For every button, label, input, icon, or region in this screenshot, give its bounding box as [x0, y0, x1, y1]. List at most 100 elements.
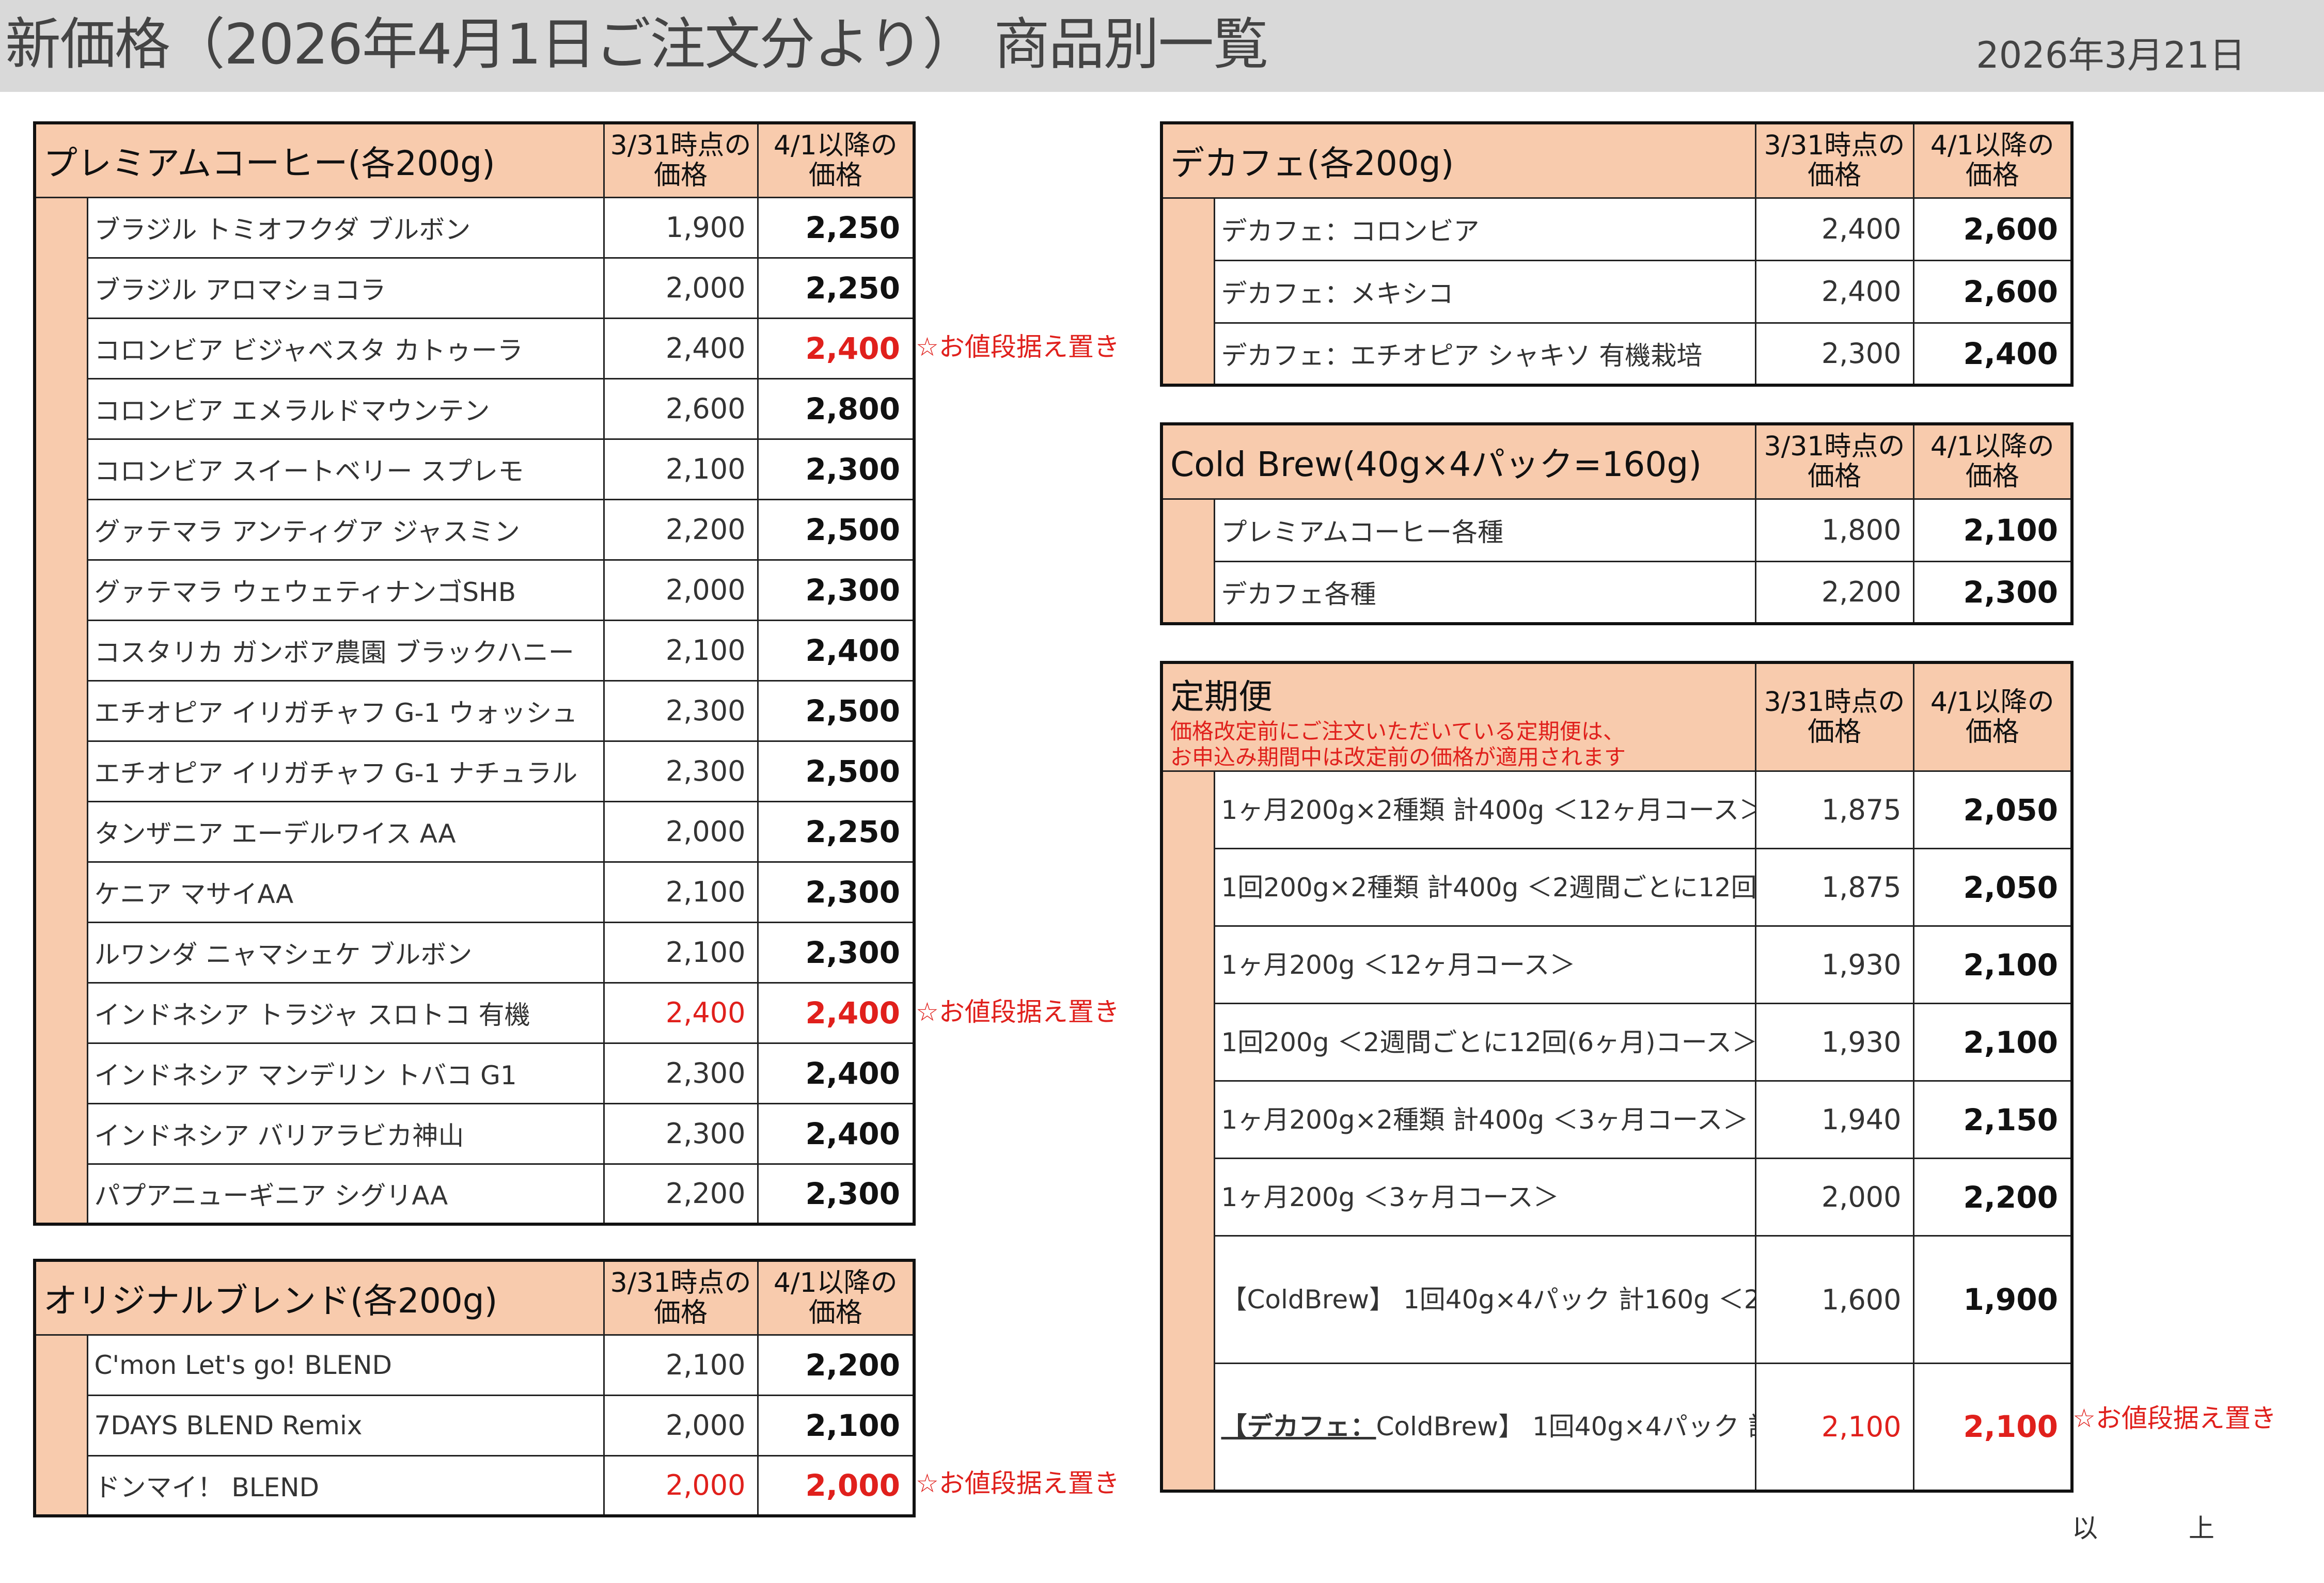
- new-price: 2,600: [1912, 197, 2073, 261]
- plan-name: 1回200g×2種類 計400g ＜2週間ごとに12回(6ヶ月)コース＞: [1213, 848, 1756, 927]
- premium-coffee-table: プレミアムコーヒー(各200g) 3/31時点の 価格 4/1以降の 価格 ブラ…: [33, 121, 916, 1226]
- old-price: 2,000: [603, 1454, 759, 1517]
- plan-name: 1ヶ月200g ＜3ヶ月コース＞: [1213, 1158, 1756, 1237]
- product-name: デカフェ：エチオピア シャキソ 有機栽培: [1213, 322, 1756, 386]
- new-price: 2,200: [757, 1334, 915, 1396]
- column-header-old-price: 3/31時点の 価格: [1754, 661, 1914, 772]
- price-hold-note: ☆お値段据え置き: [916, 332, 1120, 362]
- new-price: 2,400: [757, 317, 915, 379]
- new-price: 2,600: [1912, 259, 2073, 324]
- section-title: デカフェ(各200g): [1160, 122, 1756, 199]
- price-hold-note: ☆お値段据え置き: [916, 997, 1120, 1027]
- original-blend-table: オリジナルブレンド(各200g) 3/31時点の 価格 4/1以降の 価格 C'…: [33, 1259, 916, 1517]
- new-price: 2,500: [757, 740, 915, 802]
- new-price: 2,300: [757, 559, 915, 621]
- subscription-note: 価格改定前にご注文いただいている定期便は、 お申込み期間中は改定前の価格が適用さ…: [1170, 719, 1626, 770]
- product-name: デカフェ各種: [1213, 560, 1756, 625]
- new-price: 2,050: [1912, 770, 2073, 849]
- new-price: 2,400: [757, 1102, 915, 1165]
- product-name: コスタリカ ガンボア農園 ブラックハニー: [86, 619, 605, 682]
- product-name: グァテマラ アンティグア ジャスミン: [86, 498, 605, 561]
- old-price: 2,300: [603, 679, 759, 742]
- new-price: 2,250: [757, 800, 915, 863]
- section-strip: [1160, 198, 1215, 385]
- new-price: 2,100: [1912, 498, 2073, 562]
- old-price: 2,400: [603, 317, 759, 379]
- new-price: 2,300: [757, 861, 915, 923]
- new-price: 2,250: [757, 196, 915, 259]
- subscription-table: 定期便 価格改定前にご注文いただいている定期便は、 お申込み期間中は改定前の価格…: [1160, 661, 2074, 1493]
- product-name: ブラジル トミオフクダ ブルボン: [86, 196, 605, 259]
- column-header-old-price: 3/31時点の 価格: [603, 1259, 759, 1336]
- cold-brew-table: Cold Brew(40g×4パック=160g) 3/31時点の 価格 4/1以…: [1160, 422, 2074, 625]
- column-header-old-price: 3/31時点の 価格: [1754, 122, 1914, 199]
- price-hold-note: ☆お値段据え置き: [2072, 1403, 2276, 1433]
- product-name: ブラジル アロマショコラ: [86, 257, 605, 319]
- product-name: インドネシア マンデリン トバコ G1: [86, 1042, 605, 1104]
- product-name: コロンビア スイートベリー スプレモ: [86, 438, 605, 500]
- section-strip: [34, 1335, 88, 1516]
- new-price: 2,300: [1912, 560, 2073, 625]
- price-hold-note: ☆お値段据え置き: [916, 1468, 1120, 1498]
- plan-name-rest: ColdBrew】 1回40g×4パック 計160g ＜2週間ごとに6回(3ヶ月…: [1376, 1412, 1754, 1442]
- new-price: 2,800: [757, 377, 915, 440]
- section-strip: [1160, 499, 1215, 624]
- section-strip: [34, 197, 88, 1224]
- plan-name-cell: 【デカフェ：ColdBrew】 1回40g×4パック 計160g ＜2週間ごとに…: [1213, 1363, 1756, 1492]
- product-name: パプアニューギニア シグリAA: [86, 1163, 605, 1225]
- old-price: 2,000: [1754, 1158, 1914, 1237]
- old-price: 1,875: [1754, 848, 1914, 927]
- closing-mark: 以 上: [2072, 1513, 2215, 1544]
- old-price: 1,930: [1754, 925, 1914, 1004]
- new-price: 2,400: [757, 982, 915, 1044]
- document-date: 2026年3月21日: [1976, 34, 2246, 76]
- new-price: 2,100: [757, 1394, 915, 1457]
- old-price: 1,930: [1754, 1003, 1914, 1082]
- old-price: 2,200: [603, 1163, 759, 1225]
- product-name: ケニア マサイAA: [86, 861, 605, 923]
- section-title: プレミアムコーヒー(各200g): [34, 122, 605, 198]
- old-price: 1,875: [1754, 770, 1914, 849]
- product-name: インドネシア トラジャ スロトコ 有機: [86, 982, 605, 1044]
- product-name: ルワンダ ニャマシェケ ブルボン: [86, 921, 605, 984]
- product-name: タンザニア エーデルワイス AA: [86, 800, 605, 863]
- plan-name-bold: 【デカフェ：: [1221, 1412, 1376, 1442]
- new-price: 2,400: [1912, 322, 2073, 386]
- section-title: 定期便: [1170, 677, 1273, 717]
- new-price: 2,500: [757, 679, 915, 742]
- old-price: 2,400: [603, 982, 759, 1044]
- column-header-new-price: 4/1以降の 価格: [1912, 661, 2073, 772]
- new-price: 2,100: [1912, 1363, 2073, 1492]
- new-price: 2,250: [757, 257, 915, 319]
- new-price: 2,400: [757, 1042, 915, 1104]
- section-strip: [1160, 771, 1215, 1491]
- column-header-old-price: 3/31時点の 価格: [1754, 423, 1914, 500]
- old-price: 1,600: [1754, 1235, 1914, 1364]
- old-price: 2,100: [603, 1334, 759, 1396]
- old-price: 2,300: [603, 740, 759, 802]
- column-header-old-price: 3/31時点の 価格: [603, 122, 759, 198]
- new-price: 2,000: [757, 1454, 915, 1517]
- plan-name: 1回200g ＜2週間ごとに12回(6ヶ月)コース＞: [1213, 1003, 1756, 1082]
- old-price: 2,100: [603, 438, 759, 500]
- old-price: 2,000: [603, 257, 759, 319]
- new-price: 2,400: [757, 619, 915, 682]
- plan-name: 1ヶ月200g×2種類 計400g ＜3ヶ月コース＞: [1213, 1080, 1756, 1159]
- old-price: 1,900: [603, 196, 759, 259]
- plan-name: 1ヶ月200g ＜12ヶ月コース＞: [1213, 925, 1756, 1004]
- old-price: 2,600: [603, 377, 759, 440]
- closing-mark-1: 以: [2072, 1513, 2098, 1543]
- plan-name: 【ColdBrew】 1回40g×4パック 計160g ＜2週間ごとに6回(3ヶ…: [1213, 1235, 1756, 1364]
- new-price: 2,300: [757, 1163, 915, 1225]
- product-name: コロンビア エメラルドマウンテン: [86, 377, 605, 440]
- closing-mark-2: 上: [2188, 1513, 2215, 1543]
- new-price: 2,500: [757, 498, 915, 561]
- column-header-new-price: 4/1以降の 価格: [757, 122, 915, 198]
- section-title-cell: 定期便 価格改定前にご注文いただいている定期便は、 お申込み期間中は改定前の価格…: [1160, 661, 1756, 772]
- old-price: 2,000: [603, 1394, 759, 1457]
- product-name: ドンマイ！ BLEND: [86, 1454, 605, 1517]
- new-price: 2,100: [1912, 925, 2073, 1004]
- new-price: 2,150: [1912, 1080, 2073, 1159]
- old-price: 2,100: [1754, 1363, 1914, 1492]
- product-name: 7DAYS BLEND Remix: [86, 1394, 605, 1457]
